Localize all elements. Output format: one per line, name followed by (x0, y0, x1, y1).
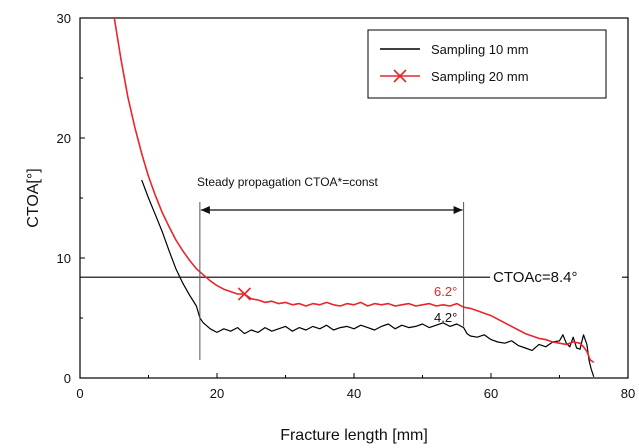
x-tick-label: 80 (621, 386, 635, 401)
legend-label-sampling-20mm: Sampling 20 mm (431, 69, 529, 84)
legend: Sampling 10 mm Sampling 20 mm (367, 29, 607, 99)
series-line-1 (113, 18, 595, 364)
series-lines (113, 18, 595, 377)
x-axis-title: Fracture length [mm] (280, 427, 428, 444)
black-series-value-label: 4.2° (434, 310, 457, 325)
y-axis-title: CTOA[°] (25, 168, 42, 227)
steady-propagation-label: Steady propagation CTOA*=const (197, 175, 379, 189)
legend-label-sampling-10mm: Sampling 10 mm (431, 42, 529, 57)
series-line-0 (141, 179, 595, 377)
red-series-value-label: 6.2° (434, 284, 457, 299)
legend-x-marker (393, 69, 407, 83)
legend-box (367, 29, 607, 99)
ctoac-label-background (490, 266, 622, 286)
y-tick-label: 30 (57, 11, 71, 26)
x-tick-label: 40 (347, 386, 361, 401)
axis-ticks: 0 20 40 60 80 0 10 20 30 (57, 11, 636, 401)
x-tick-label: 20 (210, 386, 224, 401)
y-tick-label: 0 (64, 371, 71, 386)
y-tick-label: 20 (57, 131, 71, 146)
x-marker (237, 287, 251, 301)
ctoac-label: CTOAc=8.4° (493, 269, 578, 286)
x-tick-label: 0 (76, 386, 83, 401)
y-tick-label: 10 (57, 251, 71, 266)
x-tick-label: 60 (484, 386, 498, 401)
